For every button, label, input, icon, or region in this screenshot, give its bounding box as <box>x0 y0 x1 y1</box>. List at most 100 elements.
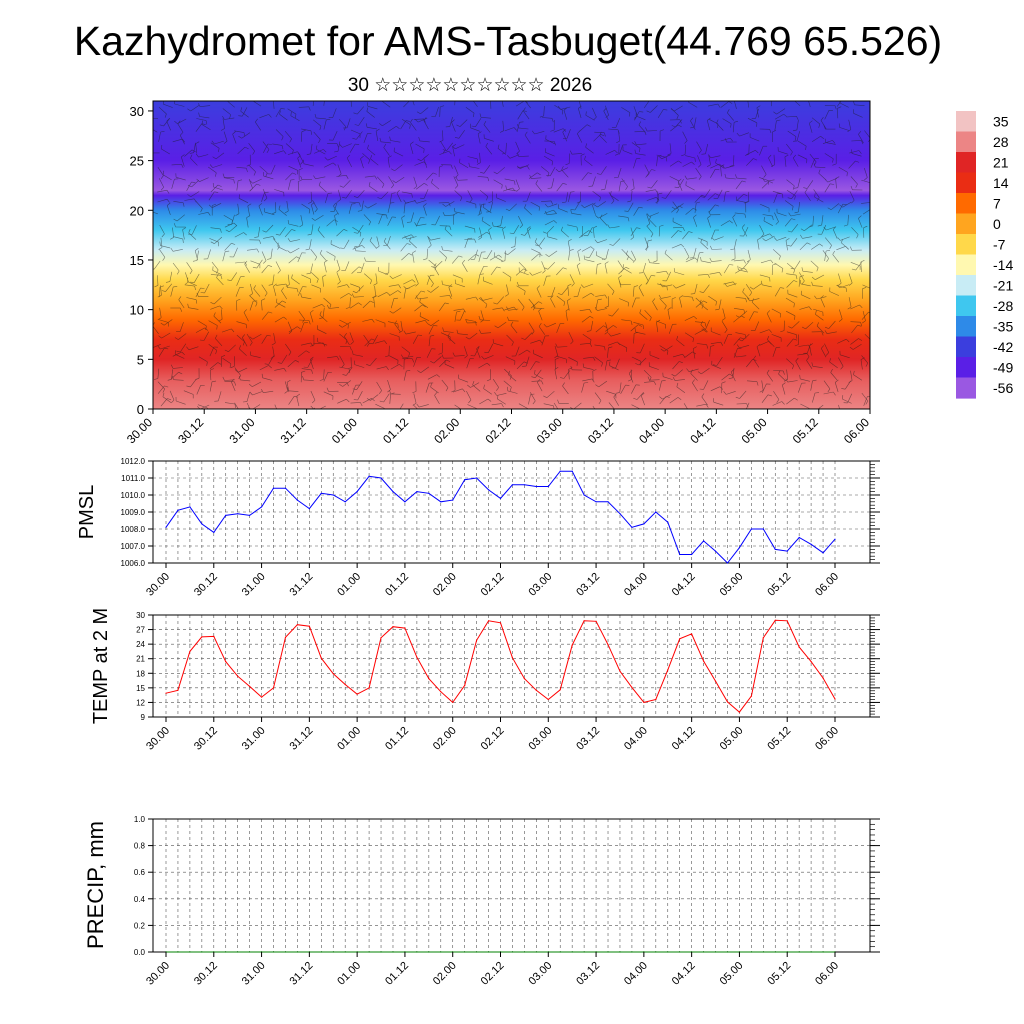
colorbar-swatch <box>956 172 976 194</box>
temp-point <box>619 670 621 672</box>
pmsl-ytick-label: 1009.0 <box>121 508 146 517</box>
pmsl-point <box>225 514 227 517</box>
colorbar-label: -42 <box>993 339 1013 355</box>
pmsl-point <box>631 526 633 528</box>
pmsl-xtick-label: 01.00 <box>335 571 363 599</box>
heatmap-xtick-label: 31.00 <box>226 415 257 446</box>
temp-point <box>284 636 287 638</box>
pmsl-xtick-label: 30.00 <box>144 571 172 599</box>
temp-point <box>750 695 753 697</box>
pmsl-point <box>714 550 717 552</box>
pmsl-point <box>296 499 298 501</box>
precip-point <box>320 951 322 953</box>
heatmap-xtick-label: 30.00 <box>124 415 155 446</box>
precip-xtick-label: 02.12 <box>479 960 507 988</box>
pmsl-xtick-label: 03.00 <box>526 571 554 599</box>
temp-point <box>177 689 179 691</box>
precip-point <box>774 951 776 953</box>
pmsl-ytick-label: 1007.0 <box>121 542 146 551</box>
temp-ytick-label: 12 <box>136 698 145 707</box>
temp-point <box>464 684 466 687</box>
temp-xtick-label: 30.00 <box>144 725 172 753</box>
temp-point <box>774 619 776 621</box>
temp-xtick-label: 03.00 <box>526 725 554 753</box>
pmsl-point <box>177 509 179 511</box>
heatmap-xtick-label: 02.12 <box>482 415 513 446</box>
temp-point <box>213 635 215 638</box>
pmsl-point <box>703 540 705 542</box>
pmsl-xtick-label: 04.12 <box>670 571 698 599</box>
colorbar-swatch <box>956 193 976 215</box>
pmsl-point <box>284 487 287 489</box>
heatmap-xtick-label: 05.12 <box>790 415 821 446</box>
colorbar-label: 14 <box>993 175 1009 191</box>
pmsl-point <box>261 506 263 508</box>
temp-point <box>440 691 442 693</box>
colorbar-swatch <box>956 275 976 297</box>
colorbar-swatch <box>956 111 976 133</box>
heatmap-xtick-label: 31.12 <box>278 415 309 446</box>
pmsl-point <box>237 513 239 515</box>
colorbar-swatch <box>956 316 976 338</box>
precip-ytick-label: 0.0 <box>134 948 146 957</box>
temp-point <box>511 657 513 659</box>
pmsl-point <box>488 489 490 491</box>
colorbar-label: 7 <box>993 195 1001 211</box>
heatmap-xtick-label: 05.00 <box>739 415 770 446</box>
temp-xtick-label: 06.00 <box>813 725 841 753</box>
temp-point <box>691 633 693 635</box>
precip-xtick-label: 03.12 <box>574 960 602 988</box>
precip-point <box>679 951 681 953</box>
temp-point <box>452 701 454 704</box>
pmsl-xtick-label: 01.12 <box>383 571 411 599</box>
precip-point <box>464 951 466 953</box>
precip-point <box>655 951 657 953</box>
pmsl-point <box>726 562 729 564</box>
temp-point <box>380 637 382 639</box>
pmsl-point <box>440 501 442 503</box>
pmsl-point <box>404 501 406 503</box>
colorbar-label: -21 <box>993 277 1013 293</box>
temp-point <box>810 661 812 663</box>
heatmap-ytick-label: 15 <box>130 253 144 268</box>
temp-point <box>296 624 298 626</box>
precip-point <box>583 951 585 953</box>
colorbar-label: 28 <box>993 134 1009 150</box>
precip-xtick-label: 05.12 <box>765 960 793 988</box>
temp-point <box>834 698 836 700</box>
precip-xtick-label: 06.00 <box>813 960 841 988</box>
temp-point <box>667 669 669 671</box>
temp-point <box>320 657 322 659</box>
chart-subtitle: 30 ☆☆☆☆☆☆☆☆☆☆ 2026 <box>347 75 593 96</box>
temp-point <box>476 639 478 641</box>
pmsl-point <box>320 492 322 494</box>
pmsl-point <box>511 484 513 486</box>
temp-point <box>631 686 633 689</box>
heatmap-xtick-label: 01.00 <box>329 415 360 446</box>
colorbar-label: 21 <box>993 154 1009 170</box>
pmsl-point <box>667 521 669 523</box>
precip-point <box>714 951 717 953</box>
pmsl-frame <box>152 460 871 564</box>
precip-point <box>440 951 442 953</box>
colorbar-swatch <box>956 357 976 379</box>
temp-point <box>404 627 406 629</box>
pmsl-point <box>476 477 478 479</box>
precip-xtick-label: 05.00 <box>718 960 746 988</box>
precip-point <box>631 951 633 953</box>
pmsl-point <box>392 491 394 493</box>
precip-point <box>798 951 800 953</box>
temp-point <box>272 687 275 689</box>
temp-xtick-label: 02.12 <box>479 725 507 753</box>
pmsl-point <box>786 550 788 552</box>
pmsl-point <box>380 477 382 479</box>
pmsl-xtick-label: 05.12 <box>765 571 793 599</box>
pmsl-panel: 1006.0 1007.0 1008.0 1009.0 1010.0 1011.0 1012… <box>76 457 880 599</box>
colorbar: 35 28 21 14 7 0 -7 -14 -21 -28 -35 -42 -49 -56 <box>956 111 1013 399</box>
pmsl-point <box>535 485 537 488</box>
heatmap-ytick-label: 25 <box>130 154 144 169</box>
colorbar-swatch <box>956 152 976 174</box>
colorbar-swatch <box>956 336 976 358</box>
temp-xtick-label: 02.00 <box>431 725 459 753</box>
precip-xtick-label: 03.00 <box>526 960 554 988</box>
